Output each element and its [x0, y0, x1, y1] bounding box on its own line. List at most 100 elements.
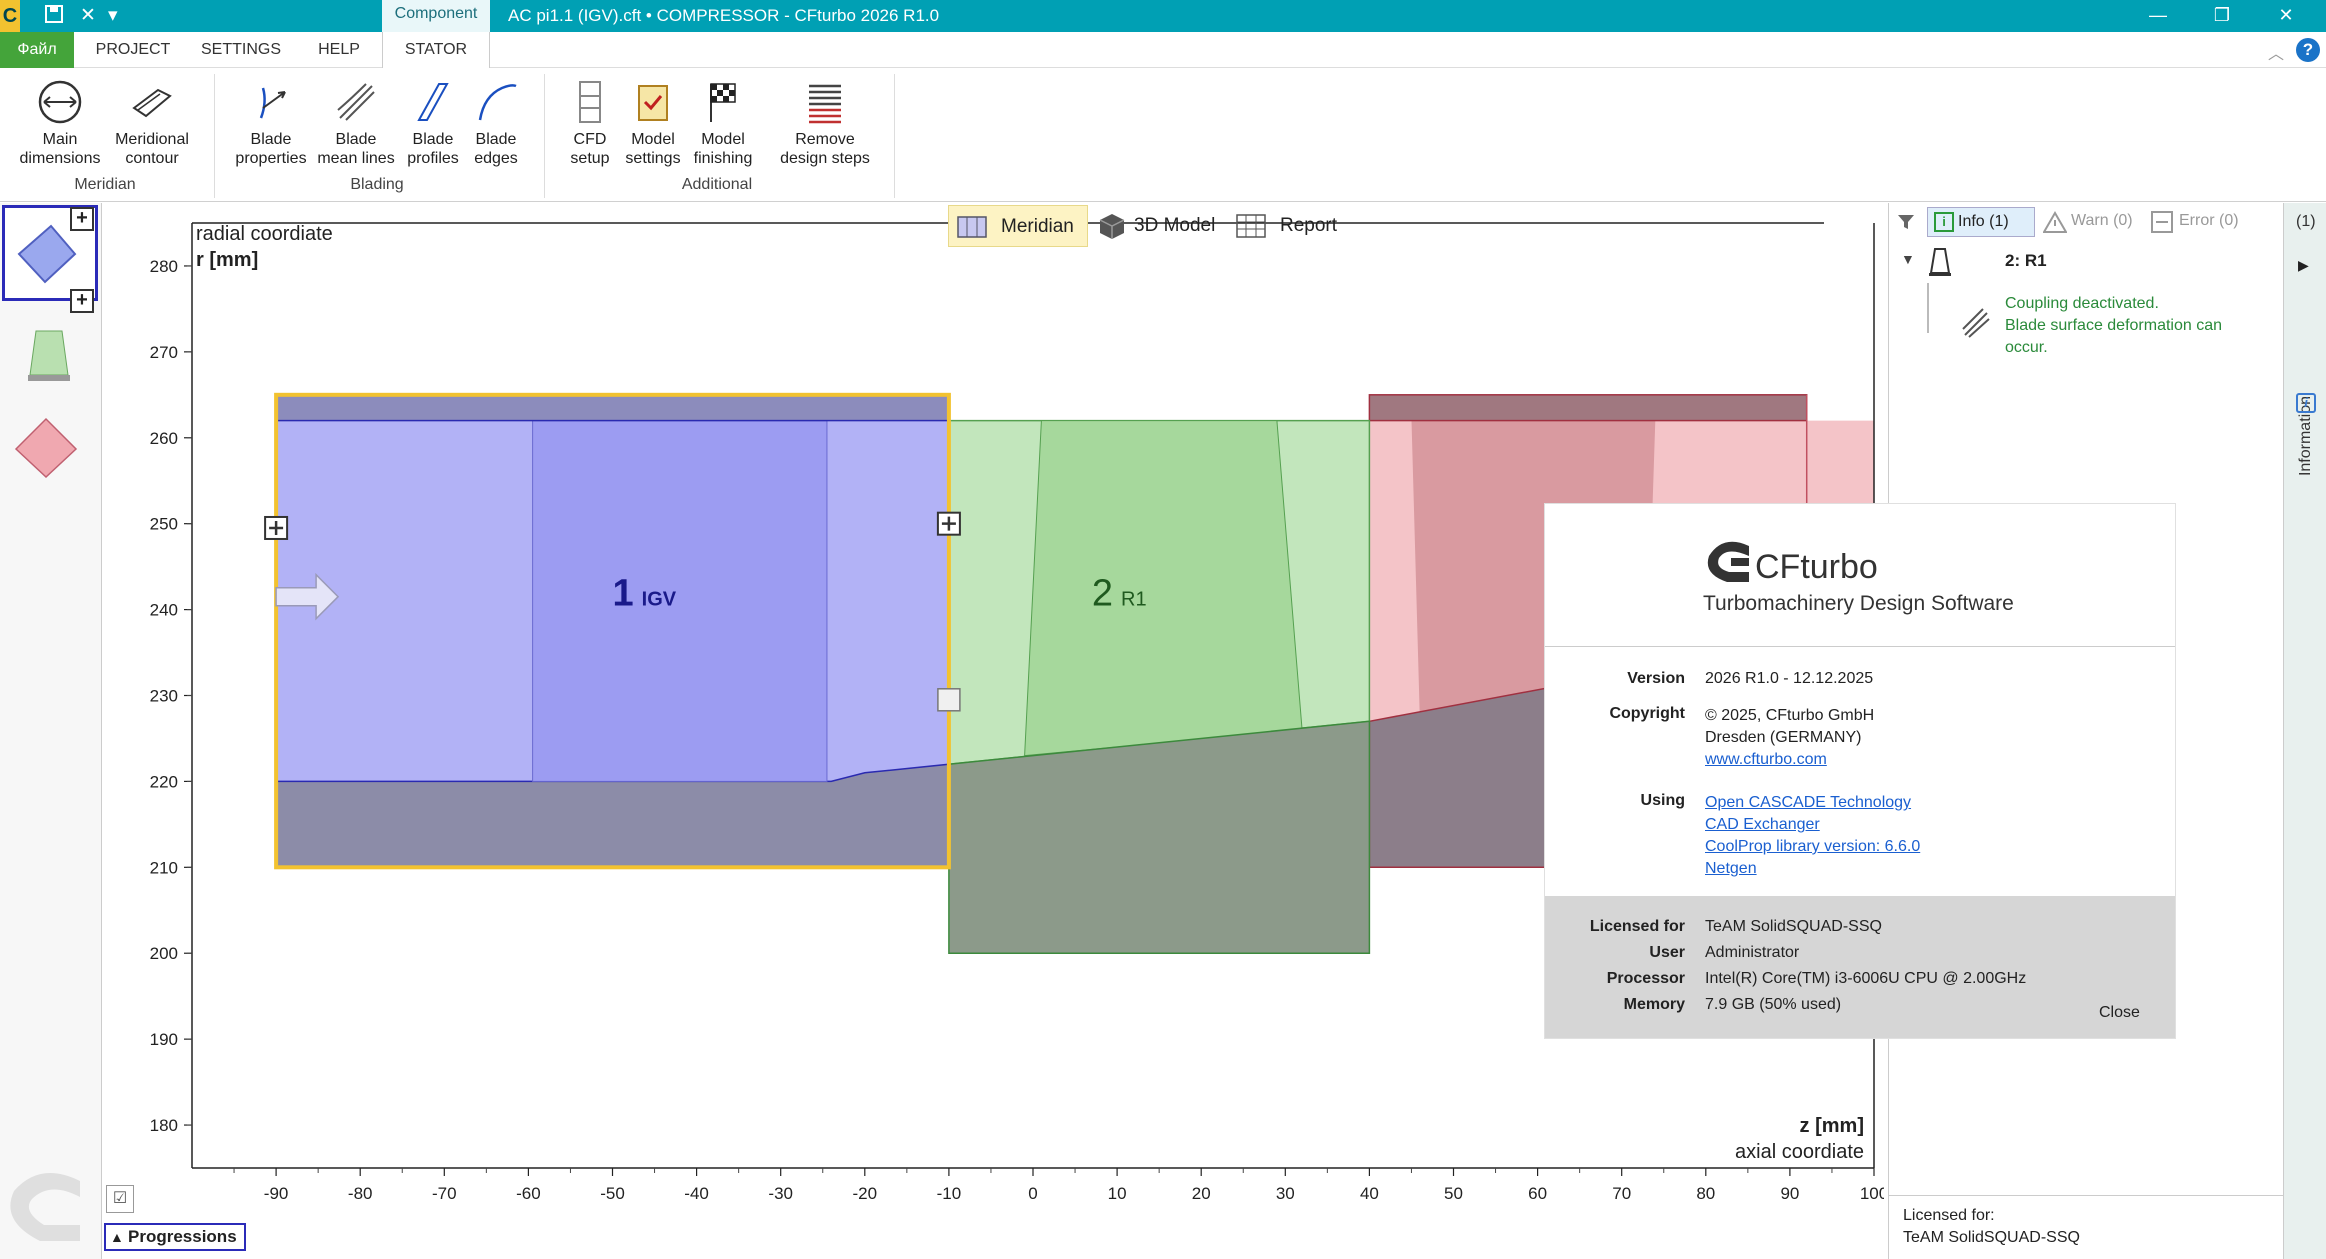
restore-icon[interactable]: ❐ [2213, 5, 2231, 25]
x-tick-label: 10 [1108, 1184, 1127, 1203]
component-r1-thumb[interactable] [14, 319, 84, 389]
menu-file[interactable]: Файл [0, 32, 74, 68]
copyright-value: © 2025, CFturbo GmbH Dresden (GERMANY) w… [1705, 705, 1874, 771]
collapse-ribbon-icon[interactable]: ︿ [2268, 46, 2285, 63]
blade-edges-label-1: Blade [475, 131, 517, 148]
menu-help[interactable]: HELP [318, 41, 360, 58]
blade-properties-label-1: Blade [250, 131, 292, 148]
side-expand-icon[interactable]: ▶ [2298, 257, 2309, 273]
message-line: Blade surface deformation can [2005, 317, 2223, 334]
title-bar: C ✕ ▾ Component AC pi1.1 (IGV).cft • COM… [0, 0, 2326, 32]
menu-project[interactable]: PROJECT [95, 41, 171, 58]
side-count: (1) [2296, 213, 2316, 230]
x-tick-label: -30 [768, 1184, 793, 1203]
blade-edges-button[interactable]: Blade edges [466, 78, 526, 168]
add-component-icon[interactable]: + [70, 207, 94, 231]
model-finishing-label-2: finishing [693, 150, 753, 167]
filter-warn-button[interactable]: Warn (0) [2041, 207, 2145, 237]
filter-icon[interactable] [1897, 213, 1915, 236]
divider [1889, 1195, 2283, 1196]
move-handle-icon[interactable] [264, 515, 289, 540]
netgen-link[interactable]: Netgen [1705, 860, 1757, 877]
information-icon[interactable]: i [2296, 393, 2316, 413]
message-line: occur. [2005, 339, 2048, 356]
progressions-button[interactable]: ▲ Progressions [104, 1223, 246, 1251]
component-stage3-thumb[interactable] [12, 411, 82, 481]
main-dimensions-button[interactable]: Main dimensions [12, 78, 108, 168]
copyright-line: Dresden (GERMANY) [1705, 729, 1862, 746]
license-info-section: Licensed for TeAM SolidSQUAD-SSQ User Ad… [1545, 896, 2175, 1038]
tab-3d-model[interactable]: 3D Model [1096, 205, 1226, 247]
move-handle-icon-plus [941, 516, 956, 531]
x-tick-label: -70 [432, 1184, 457, 1203]
x-tick-label: -40 [684, 1184, 709, 1203]
copyright-line: © 2025, CFturbo GmbH [1705, 707, 1875, 724]
remove-design-steps-icon [809, 84, 841, 124]
divider [1545, 646, 2175, 647]
undo-icon[interactable]: ✕ [80, 5, 96, 26]
model-finishing-button[interactable]: Model finishing [686, 78, 760, 168]
model-finishing-icon [710, 83, 736, 122]
close-icon[interactable]: ✕ [2278, 5, 2294, 25]
model-settings-button[interactable]: Model settings [618, 78, 688, 168]
opencascade-link[interactable]: Open CASCADE Technology [1705, 794, 1912, 811]
component-list: + + [0, 203, 102, 1259]
expand-up-icon: ▲ [110, 1229, 124, 1245]
report-table-icon [1236, 214, 1266, 238]
blade-mean-lines-button[interactable]: Blade mean lines [314, 78, 398, 168]
minimize-icon[interactable]: — [2149, 5, 2167, 25]
y-tick-label: 250 [150, 515, 178, 534]
help-icon[interactable]: ? [2296, 38, 2320, 62]
split-handle-icon[interactable] [937, 688, 961, 712]
model-settings-label-2: settings [625, 150, 681, 167]
chart-options-icon[interactable]: ☑ [106, 1185, 134, 1213]
message-item-title[interactable]: 2: R1 [2005, 251, 2047, 270]
y-tick-label: 270 [150, 343, 178, 362]
igv-selection-frame [274, 392, 951, 870]
igv-shroud-bar [275, 394, 950, 422]
message-text: Coupling deactivated. Blade surface defo… [2005, 293, 2265, 359]
memory-value: 7.9 GB (50% used) [1705, 996, 1842, 1013]
tab-meridian[interactable]: Meridian [948, 205, 1088, 247]
main-dimensions-icon [38, 80, 82, 124]
cfd-setup-button[interactable]: CFD setup [558, 78, 622, 168]
meridional-contour-button[interactable]: Meridional contour [104, 78, 200, 168]
x-tick-label: -60 [516, 1184, 541, 1203]
close-button[interactable]: Close [2099, 1004, 2140, 1021]
inlet-arrow-icon [275, 572, 340, 621]
licensed-for-value: TeAM SolidSQUAD-SSQ [1705, 918, 1882, 935]
component-igv-thumb[interactable] [2, 205, 98, 301]
about-dialog: CFturbo Turbomachinery Design Software V… [1544, 503, 2176, 1039]
meridional-contour-icon [132, 88, 172, 118]
meridional-contour-label-2: contour [125, 150, 179, 167]
website-link[interactable]: www.cfturbo.com [1705, 751, 1827, 768]
side-strip: (1) ▶ Information i [2283, 203, 2326, 1259]
filter-info-button[interactable]: i Info (1) [1927, 207, 2035, 237]
menu-stator[interactable]: STATOR [382, 32, 490, 68]
remove-design-steps-label-1: Remove [795, 131, 855, 148]
move-handle-icon[interactable] [936, 511, 961, 536]
progressions-label: Progressions [128, 1227, 237, 1246]
using-links: Open CASCADE Technology CAD Exchanger Co… [1705, 792, 1920, 880]
tab-report[interactable]: Report [1236, 205, 1356, 247]
customize-toolbar-icon[interactable]: ▾ [108, 5, 118, 26]
using-label: Using [1640, 792, 1685, 809]
cad-exchanger-link[interactable]: CAD Exchanger [1705, 816, 1820, 833]
x-tick-label: -10 [937, 1184, 962, 1203]
cfd-setup-label-1: CFD [573, 131, 607, 148]
licensed-for-label: Licensed for [1589, 918, 1685, 935]
app-logo-icon[interactable]: C [0, 0, 20, 32]
remove-design-steps-button[interactable]: Remove design steps [770, 78, 880, 168]
filter-error-button[interactable]: Error (0) [2149, 207, 2253, 237]
cfturbo-watermark-icon [0, 1161, 100, 1251]
blade-properties-button[interactable]: Blade properties [226, 78, 316, 168]
x-tick-label: 100 [1860, 1184, 1884, 1203]
menu-settings[interactable]: SETTINGS [200, 41, 281, 58]
blade-properties-icon [259, 87, 286, 119]
blade-profiles-button[interactable]: Blade profiles [398, 78, 468, 168]
blade-mean-lines-icon [337, 83, 375, 121]
coolprop-link[interactable]: CoolProp library version: 6.6.0 [1705, 838, 1921, 855]
collapse-chevron-icon[interactable]: ▼ [1901, 251, 1915, 267]
add-component-icon[interactable]: + [70, 289, 94, 313]
save-icon[interactable] [44, 4, 64, 30]
